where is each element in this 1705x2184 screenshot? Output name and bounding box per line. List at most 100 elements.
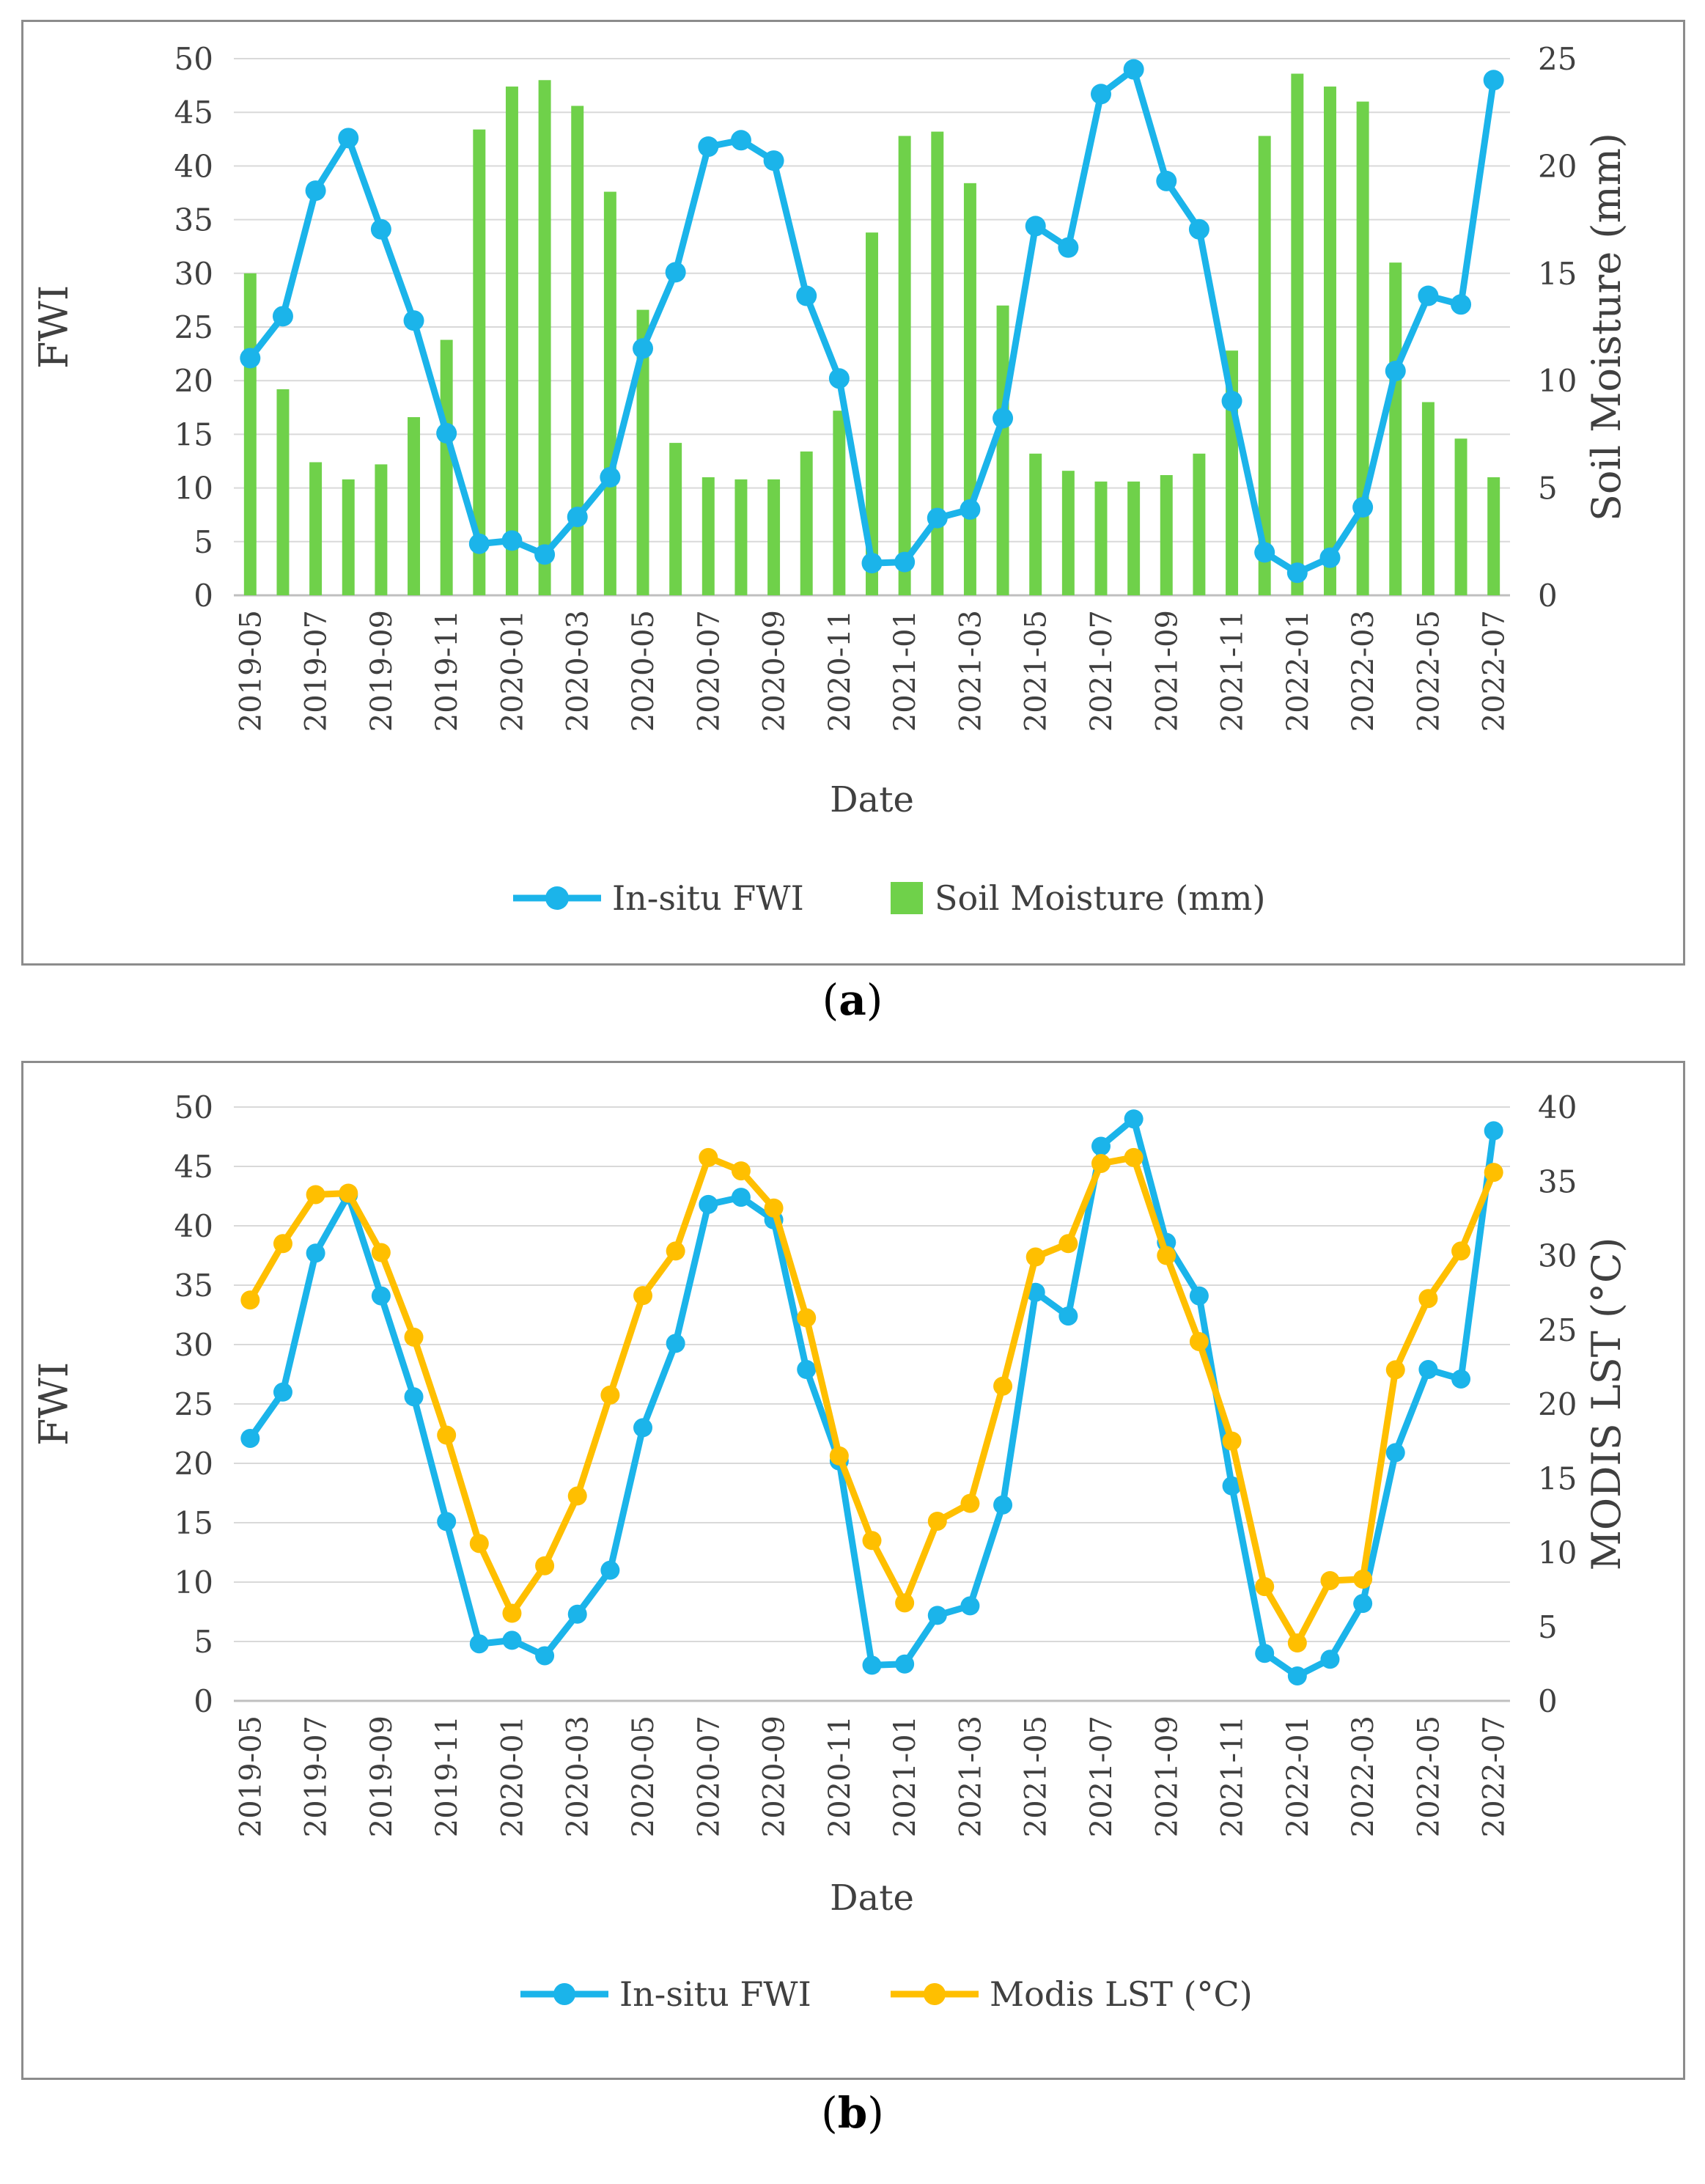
soil-moisture-bar bbox=[603, 191, 616, 595]
legend-soil-label: Soil Moisture (mm) bbox=[935, 878, 1265, 918]
y-tick-label: 15 bbox=[174, 416, 213, 452]
x-tick-label: 2021-03 bbox=[954, 1716, 987, 1837]
x-tick-label: 2020-11 bbox=[823, 610, 857, 732]
fwi-point bbox=[1385, 1443, 1405, 1463]
lst-point bbox=[699, 1147, 718, 1167]
fwi-point bbox=[1090, 84, 1111, 105]
y2-tick-label: 0 bbox=[1538, 1683, 1558, 1719]
x-tick-label: 2020-11 bbox=[823, 1716, 857, 1837]
x-tick-label: 2022-05 bbox=[1412, 1716, 1446, 1837]
y-tick-label: 30 bbox=[174, 256, 213, 292]
fwi-point bbox=[1418, 285, 1439, 306]
x-tick-label: 2022-03 bbox=[1347, 1716, 1380, 1837]
soil-moisture-bar bbox=[276, 389, 290, 595]
y-tick-label: 0 bbox=[194, 1683, 213, 1719]
fwi-point bbox=[436, 422, 457, 444]
lst-point bbox=[339, 1183, 358, 1203]
soil-moisture-bar bbox=[833, 411, 846, 595]
fwi-point bbox=[665, 262, 686, 283]
y-tick-label: 50 bbox=[174, 41, 213, 77]
fwi-point bbox=[1124, 1109, 1144, 1129]
soil-moisture-bar bbox=[734, 479, 748, 595]
x-tick-label: 2021-09 bbox=[1150, 1716, 1184, 1837]
y-tick-label: 25 bbox=[174, 309, 213, 345]
x-tick-label: 2021-07 bbox=[1085, 1716, 1119, 1837]
lst-point bbox=[927, 1511, 947, 1531]
y2-tick-label: 5 bbox=[1538, 471, 1558, 507]
fwi-point bbox=[535, 1646, 555, 1666]
x-tick-label: 2021-09 bbox=[1150, 610, 1184, 732]
fwi-point bbox=[1418, 1360, 1438, 1380]
soil-moisture-bar bbox=[636, 309, 649, 595]
chart-panel-a: 0 5 10 15 20 25 30 35 40 45 50 0 5 10 15 20 25 2019-05 201… bbox=[21, 20, 1685, 966]
fwi-point bbox=[468, 533, 490, 554]
fwi-point bbox=[437, 1512, 457, 1532]
fwi-point bbox=[305, 180, 326, 202]
fwi-point bbox=[240, 1428, 260, 1448]
fwi-point bbox=[1254, 542, 1275, 563]
x-tick-label: 2020-05 bbox=[627, 610, 660, 732]
x-tick-label: 2019-07 bbox=[300, 610, 334, 732]
soil-moisture-bar bbox=[1029, 453, 1042, 595]
y-tick-label: 20 bbox=[174, 1446, 213, 1482]
fwi-point bbox=[1025, 216, 1046, 237]
lst-point bbox=[1353, 1569, 1373, 1589]
y-tick-label: 5 bbox=[194, 524, 213, 560]
fwi-point bbox=[567, 507, 588, 528]
x-tick-label: 2019-09 bbox=[365, 610, 399, 732]
x-tick-label: 2022-05 bbox=[1412, 610, 1446, 732]
lst-point bbox=[895, 1593, 915, 1613]
y-tick-label: 35 bbox=[174, 202, 213, 238]
lst-point bbox=[1189, 1331, 1209, 1351]
fwi-point bbox=[796, 285, 817, 306]
soil-moisture-bar bbox=[1127, 481, 1141, 595]
fwi-point bbox=[1221, 391, 1242, 412]
fwi-point bbox=[371, 1286, 391, 1306]
x-tick-label: 2020-01 bbox=[496, 1716, 529, 1837]
soil-moisture-bar bbox=[375, 464, 388, 595]
y-tick-label: 40 bbox=[174, 1208, 213, 1244]
y-tick-label: 10 bbox=[174, 471, 213, 507]
lst-point bbox=[764, 1198, 784, 1218]
lst-point bbox=[1058, 1234, 1078, 1254]
soil-moisture-bar bbox=[505, 87, 518, 595]
lst-point bbox=[1484, 1163, 1503, 1183]
y-axis-title: FWI bbox=[31, 285, 77, 369]
fwi-point bbox=[502, 1630, 522, 1650]
lst-point bbox=[600, 1385, 620, 1405]
x-tick-label: 2020-09 bbox=[758, 610, 792, 732]
x-axis-title: Date bbox=[830, 779, 914, 820]
fwi-point bbox=[730, 130, 751, 151]
soil-moisture-bar bbox=[1389, 262, 1402, 595]
soil-moisture-bar bbox=[767, 479, 781, 595]
fwi-point bbox=[370, 218, 391, 240]
fwi-point bbox=[1058, 237, 1079, 258]
fwi-point bbox=[763, 150, 784, 172]
x-tick-label: 2021-07 bbox=[1085, 610, 1119, 732]
lst-point bbox=[1451, 1241, 1471, 1261]
soil-moisture-bar bbox=[1258, 136, 1271, 595]
lst-point bbox=[273, 1234, 292, 1254]
x-tick-label: 2019-11 bbox=[430, 610, 464, 732]
fwi-point bbox=[273, 1382, 292, 1402]
x-tick-label: 2019-05 bbox=[234, 610, 268, 732]
legend-fwi-label: In-situ FWI bbox=[619, 1974, 811, 2014]
x-axis-title: Date bbox=[830, 1878, 914, 1919]
soil-moisture-bar bbox=[408, 416, 421, 595]
x-tick-label: 2022-07 bbox=[1478, 1716, 1511, 1837]
lst-point bbox=[1418, 1289, 1438, 1309]
soil-moisture-bar bbox=[866, 232, 878, 595]
lst-point bbox=[1025, 1247, 1045, 1267]
fwi-point bbox=[1286, 562, 1308, 584]
soil-moisture-bar bbox=[898, 136, 911, 595]
x-tick-label: 2020-03 bbox=[561, 610, 595, 732]
soil-moisture-bar bbox=[1323, 87, 1336, 595]
y2-tick-label: 30 bbox=[1538, 1238, 1577, 1274]
x-tick-label: 2022-03 bbox=[1347, 610, 1380, 732]
chart-a: 0 5 10 15 20 25 30 35 40 45 50 0 5 10 15 20 25 2019-05 201… bbox=[31, 41, 1629, 918]
lst-point bbox=[502, 1603, 522, 1623]
y2-tick-label: 15 bbox=[1538, 1460, 1577, 1496]
lst-point bbox=[1385, 1360, 1405, 1380]
legend-soil-swatch bbox=[891, 882, 923, 914]
y-tick-label: 10 bbox=[174, 1565, 213, 1600]
